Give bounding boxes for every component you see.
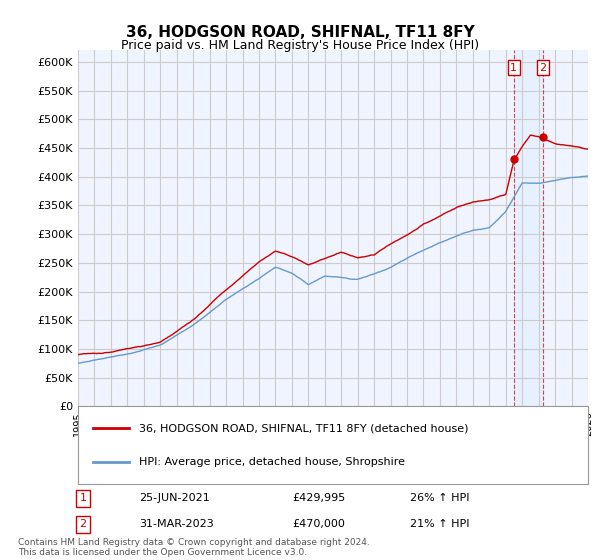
Text: 1: 1 bbox=[511, 63, 517, 73]
Text: Contains HM Land Registry data © Crown copyright and database right 2024.
This d: Contains HM Land Registry data © Crown c… bbox=[18, 538, 370, 557]
Text: 2: 2 bbox=[80, 519, 86, 529]
Text: £429,995: £429,995 bbox=[292, 493, 346, 503]
Text: Price paid vs. HM Land Registry's House Price Index (HPI): Price paid vs. HM Land Registry's House … bbox=[121, 39, 479, 52]
Text: 25-JUN-2021: 25-JUN-2021 bbox=[139, 493, 210, 503]
Text: 36, HODGSON ROAD, SHIFNAL, TF11 8FY (detached house): 36, HODGSON ROAD, SHIFNAL, TF11 8FY (det… bbox=[139, 423, 469, 433]
Text: HPI: Average price, detached house, Shropshire: HPI: Average price, detached house, Shro… bbox=[139, 458, 405, 468]
Text: 1: 1 bbox=[80, 493, 86, 503]
Text: 21% ↑ HPI: 21% ↑ HPI bbox=[409, 519, 469, 529]
Text: 36, HODGSON ROAD, SHIFNAL, TF11 8FY: 36, HODGSON ROAD, SHIFNAL, TF11 8FY bbox=[125, 25, 475, 40]
Text: 31-MAR-2023: 31-MAR-2023 bbox=[139, 519, 214, 529]
Text: 2: 2 bbox=[539, 63, 547, 73]
Text: 26% ↑ HPI: 26% ↑ HPI bbox=[409, 493, 469, 503]
Text: £470,000: £470,000 bbox=[292, 519, 345, 529]
